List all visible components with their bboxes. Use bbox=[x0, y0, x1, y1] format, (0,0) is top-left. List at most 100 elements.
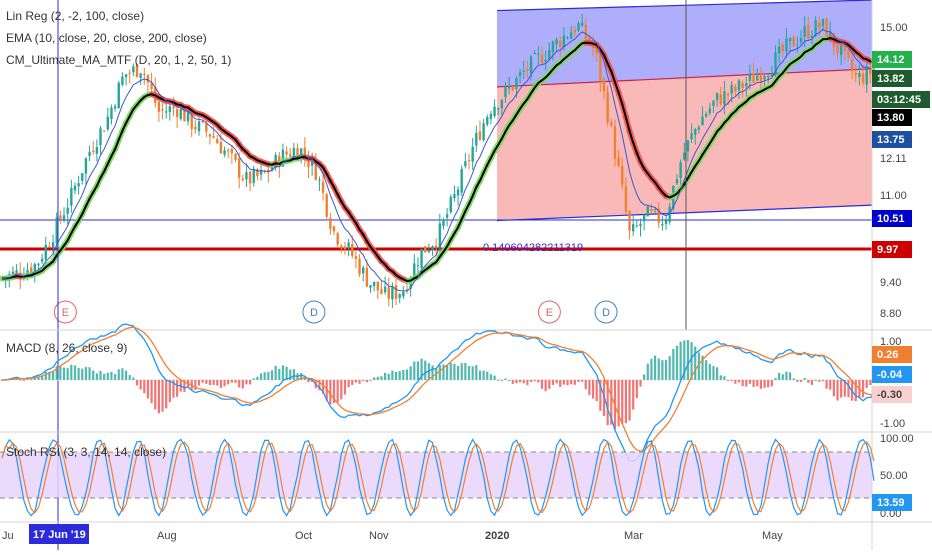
macd-hist-bar bbox=[264, 372, 266, 380]
macd-hist-bar bbox=[74, 365, 76, 379]
candle-body bbox=[803, 26, 805, 36]
macd-hist-bar bbox=[501, 380, 503, 381]
time-tick-may: May bbox=[762, 530, 783, 542]
macd-hist-bar bbox=[23, 380, 25, 381]
macd-hist-bar bbox=[169, 380, 171, 402]
macd-hist-bar bbox=[213, 380, 215, 385]
candle-body bbox=[552, 42, 554, 52]
candle-body bbox=[435, 246, 437, 247]
legend-ema[interactable]: EMA (10, close, 20, close, 200, close) bbox=[6, 31, 207, 45]
candle-body bbox=[128, 73, 130, 74]
candle-body bbox=[782, 45, 784, 51]
tag-ema-slow: 13.80 bbox=[877, 112, 905, 124]
candle-body bbox=[253, 169, 255, 183]
legend-cm-ma[interactable]: CM_Ultimate_MA_MTF (D, 20, 1, 2, 50, 1) bbox=[6, 53, 231, 67]
macd-hist-bar bbox=[512, 380, 514, 384]
macd-hist-bar bbox=[242, 380, 244, 389]
macd-hist-bar bbox=[585, 380, 587, 389]
macd-hist-bar bbox=[519, 380, 521, 382]
candle-body bbox=[326, 194, 328, 217]
candle-body bbox=[333, 226, 335, 231]
legend-macd[interactable]: MACD (8, 26, close, 9) bbox=[6, 341, 127, 355]
candle-body bbox=[606, 92, 608, 122]
candle-body bbox=[628, 211, 630, 231]
macd-hist-bar bbox=[249, 380, 251, 385]
macd-hist-bar bbox=[712, 366, 714, 380]
macd-hist-bar bbox=[194, 380, 196, 390]
macd-hist-bar bbox=[223, 380, 225, 386]
candle-body bbox=[92, 150, 94, 151]
macd-hist-bar bbox=[282, 365, 284, 380]
event-marker-label: D bbox=[602, 307, 610, 319]
candle-body bbox=[355, 256, 357, 259]
macd-hist-bar bbox=[176, 380, 178, 397]
macd-hist-bar bbox=[103, 374, 105, 380]
macd-hist-bar bbox=[570, 380, 572, 384]
candle-body bbox=[59, 215, 61, 219]
candle-body bbox=[858, 73, 860, 77]
candle-body bbox=[493, 107, 495, 116]
macd-hist-bar bbox=[493, 376, 495, 380]
candle-body bbox=[165, 111, 167, 112]
candle-body bbox=[479, 131, 481, 139]
candle-body bbox=[490, 114, 492, 119]
candle-body bbox=[537, 53, 539, 54]
candle-body bbox=[639, 224, 641, 226]
time-tick-aug: Aug bbox=[157, 530, 177, 542]
macd-hist-bar bbox=[552, 380, 554, 385]
tag-stoch: 13.59 bbox=[877, 497, 905, 509]
macd-hist-bar bbox=[267, 372, 269, 380]
macd-hist-bar bbox=[745, 380, 747, 387]
candle-body bbox=[227, 150, 229, 151]
legend-linreg[interactable]: Lin Reg (2, -2, 100, close) bbox=[6, 9, 144, 23]
macd-hist-bar bbox=[147, 380, 149, 399]
macd-hist-bar bbox=[785, 372, 787, 380]
macd-hist-bar bbox=[114, 374, 116, 380]
stoch-tick-1: 100.00 bbox=[880, 433, 914, 445]
macd-hist-bar bbox=[749, 380, 751, 384]
candle-body bbox=[818, 23, 820, 28]
candle-body bbox=[822, 19, 824, 26]
candle-body bbox=[107, 117, 109, 130]
candle-body bbox=[322, 182, 324, 193]
legend-stoch-rsi[interactable]: Stoch RSI (3, 3, 14, 14, close) bbox=[6, 445, 166, 459]
candle-body bbox=[158, 102, 160, 112]
candle-body bbox=[45, 245, 47, 259]
macd-hist-bar bbox=[384, 373, 386, 380]
macd-hist-bar bbox=[727, 380, 729, 381]
candle-body bbox=[698, 127, 700, 129]
macd-line bbox=[2, 324, 874, 461]
macd-hist-bar bbox=[647, 364, 649, 380]
macd-hist-bar bbox=[738, 380, 740, 383]
candle-body bbox=[351, 244, 353, 256]
candle-body bbox=[482, 123, 484, 140]
candle-body bbox=[836, 45, 838, 53]
macd-hist-bar bbox=[534, 380, 536, 381]
macd-hist-bar bbox=[344, 380, 346, 395]
candle-body bbox=[603, 79, 605, 92]
macd-hist-bar bbox=[760, 380, 762, 389]
candle-body bbox=[807, 25, 809, 39]
candle-body bbox=[172, 107, 174, 109]
macd-hist-bar bbox=[464, 363, 466, 380]
macd-hist-bar bbox=[716, 367, 718, 380]
macd-hist-bar bbox=[216, 380, 218, 386]
macd-hist-bar bbox=[752, 380, 754, 387]
candle-body bbox=[118, 83, 120, 109]
candle-body bbox=[636, 226, 638, 227]
price-tick-4: 9.40 bbox=[880, 277, 901, 289]
candle-body bbox=[81, 173, 83, 180]
candle-body bbox=[712, 101, 714, 106]
candle-body bbox=[756, 76, 758, 81]
macd-hist-bar bbox=[453, 364, 455, 380]
candle-body bbox=[617, 157, 619, 166]
candle-body bbox=[497, 108, 499, 109]
macd-hist-bar bbox=[643, 374, 645, 380]
macd-hist-bar bbox=[545, 380, 547, 391]
macd-hist-bar bbox=[30, 379, 32, 380]
candle-body bbox=[293, 148, 295, 156]
candle-body bbox=[767, 76, 769, 78]
candle-body bbox=[318, 180, 320, 181]
macd-hist-bar bbox=[165, 380, 167, 408]
candle-body bbox=[242, 179, 244, 180]
